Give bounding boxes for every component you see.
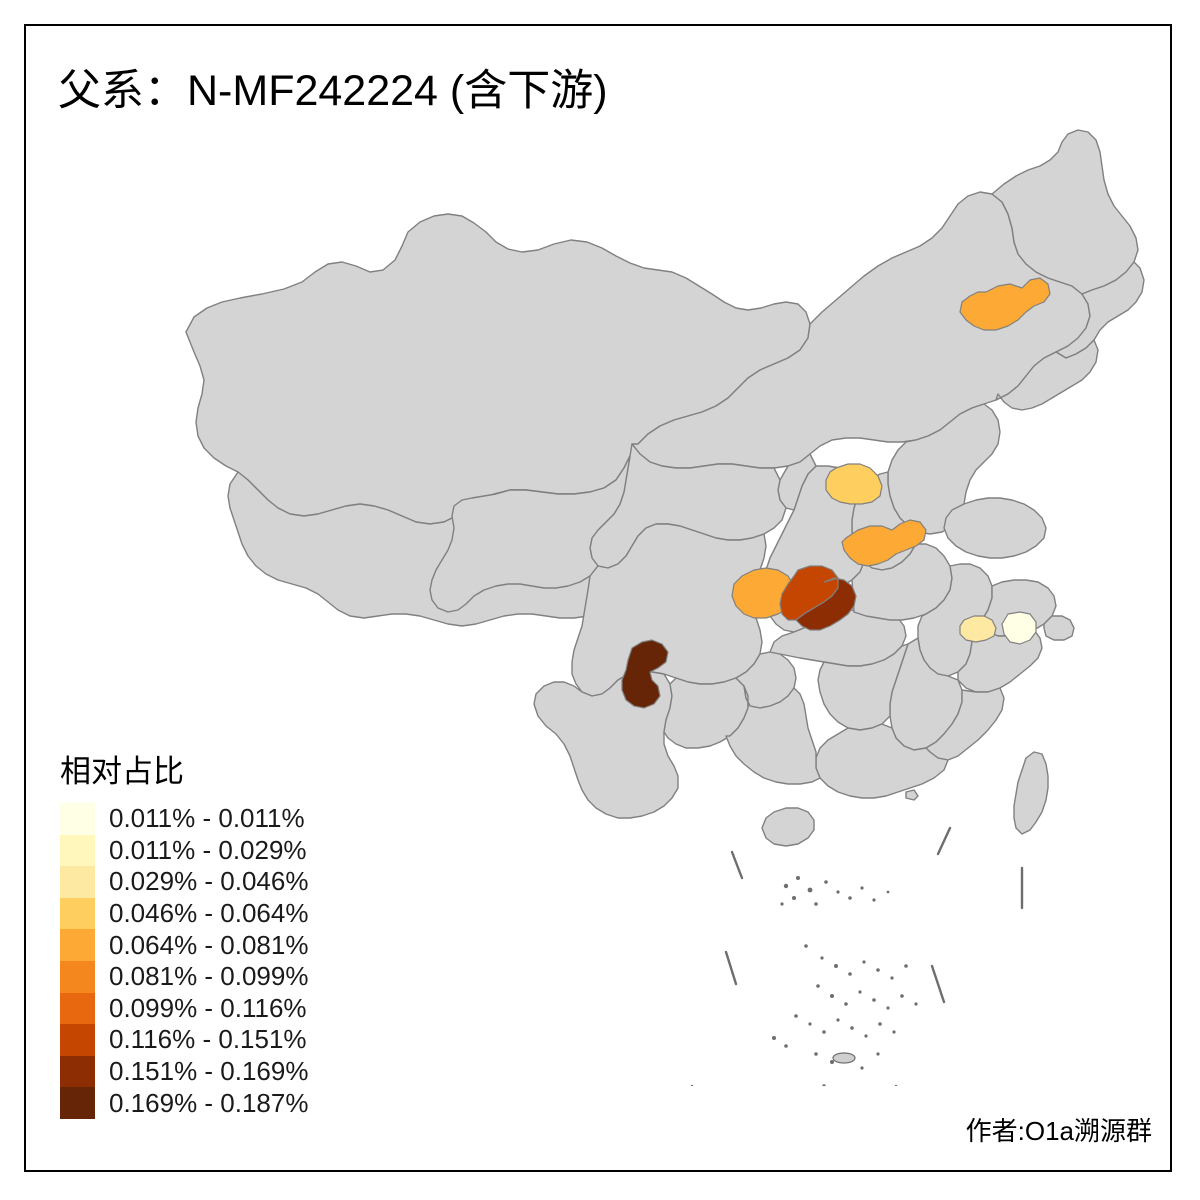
legend-swatch — [60, 1024, 95, 1056]
author-credit: 作者:O1a溯源群 — [965, 1116, 1152, 1146]
legend-label: 0.011% - 0.029% — [109, 834, 307, 865]
legend-label: 0.064% - 0.081% — [109, 929, 309, 960]
legend-item[interactable]: 0.099% - 0.116% — [54, 992, 374, 1025]
legend-swatch — [60, 992, 95, 1025]
legend-swatch — [60, 866, 95, 898]
map-svg — [185, 129, 1145, 1086]
province-jilin — [1055, 261, 1145, 359]
legend-item[interactable]: 0.046% - 0.064% — [54, 897, 374, 930]
legend-swatch — [60, 897, 95, 930]
map-data-layer — [621, 277, 1051, 709]
province-heilongjiang — [991, 129, 1139, 295]
region-sichuan-south — [621, 639, 669, 709]
legend-item[interactable]: 0.169% - 0.187% — [54, 1087, 374, 1119]
legend-label: 0.081% - 0.099% — [109, 961, 309, 992]
legend-item[interactable]: 0.151% - 0.169% — [54, 1055, 374, 1088]
province-taiwan — [1013, 751, 1049, 835]
legend-label: 0.011% - 0.011% — [109, 803, 305, 834]
legend-rows: 0.011% - 0.011% 0.011% - 0.029% 0.029% -… — [54, 803, 374, 1119]
legend-item[interactable]: 0.029% - 0.046% — [54, 866, 374, 898]
nine-dash-line — [690, 826, 1024, 1086]
province-anhui — [917, 563, 993, 677]
legend: 相对占比 0.011% - 0.011% 0.011% - 0.029% 0.0… — [54, 746, 374, 1119]
legend-item[interactable]: 0.011% - 0.011% — [54, 803, 374, 835]
region-shandong-west — [841, 519, 927, 567]
province-qinghai — [429, 455, 631, 613]
legend-swatch — [60, 1055, 95, 1088]
map-frame: 父系：N-MF242224 (含下游) — [24, 24, 1172, 1172]
legend-title: 相对占比 — [60, 754, 184, 789]
province-fujian — [925, 687, 1005, 761]
south-china-sea-islands — [772, 876, 918, 1086]
legend-label: 0.151% - 0.169% — [109, 1056, 309, 1087]
province-shandong — [943, 497, 1047, 559]
legend-label: 0.169% - 0.187% — [109, 1087, 309, 1118]
province-shanghai — [1043, 615, 1075, 641]
legend-item[interactable]: 0.116% - 0.151% — [54, 1024, 374, 1056]
region-zhejiang-north — [959, 615, 997, 643]
province-hunan — [817, 643, 909, 731]
legend-swatch — [60, 929, 95, 961]
legend-swatch — [60, 1087, 95, 1119]
region-hebei-north — [825, 463, 883, 505]
region-henan-central — [795, 577, 857, 631]
legend-label: 0.046% - 0.064% — [109, 898, 309, 929]
province-hainan — [761, 807, 815, 847]
province-guangdong — [815, 723, 949, 799]
province-guangxi — [725, 685, 821, 785]
legend-label: 0.099% - 0.116% — [109, 992, 307, 1023]
legend-item[interactable]: 0.064% - 0.081% — [54, 929, 374, 961]
region-hongkong — [905, 789, 919, 801]
china-map — [26, 86, 1170, 1086]
legend-item[interactable]: 0.011% - 0.029% — [54, 834, 374, 867]
province-liaoning — [995, 339, 1099, 411]
legend-swatch — [60, 834, 95, 867]
legend-item[interactable]: 0.081% - 0.099% — [54, 960, 374, 993]
region-northeast — [959, 277, 1051, 331]
region-shanghai-cell — [1001, 611, 1037, 645]
province-yunnan — [533, 671, 679, 819]
page-title: 父系：N-MF242224 (含下游) — [58, 67, 608, 115]
legend-swatch — [60, 803, 95, 835]
legend-label: 0.029% - 0.046% — [109, 866, 309, 897]
map-base-layer — [185, 129, 1145, 847]
legend-swatch — [60, 960, 95, 993]
legend-label: 0.116% - 0.151% — [109, 1024, 307, 1055]
